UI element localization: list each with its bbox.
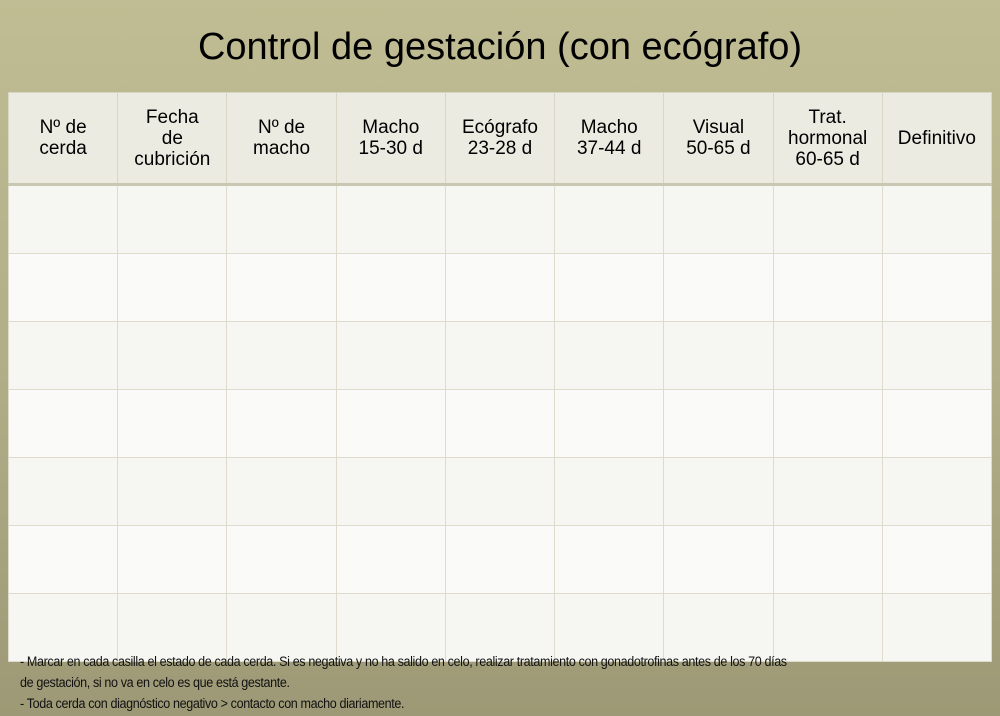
table-cell[interactable]: [881, 457, 993, 526]
table-cell[interactable]: [117, 253, 228, 322]
table-cell[interactable]: [335, 457, 446, 526]
table-cell[interactable]: [554, 593, 665, 662]
table-cell[interactable]: [117, 593, 228, 662]
table-cell[interactable]: [444, 525, 556, 594]
table-cell[interactable]: [117, 321, 228, 390]
column-header: Macho 15-30 d: [335, 92, 446, 185]
table-cell[interactable]: [663, 389, 774, 458]
table-cell[interactable]: [772, 184, 883, 254]
table-cell[interactable]: [444, 389, 556, 458]
table-cell[interactable]: [772, 321, 883, 390]
table-cell[interactable]: [444, 321, 556, 390]
column-header: Macho 37-44 d: [554, 92, 665, 185]
table-cell[interactable]: [554, 389, 665, 458]
column-header: Ecógrafo 23-28 d: [444, 92, 556, 185]
table-cell[interactable]: [663, 184, 774, 254]
table-row: [7, 253, 993, 322]
table-cell[interactable]: [554, 457, 665, 526]
table-cell[interactable]: [335, 184, 446, 254]
table-cell[interactable]: [226, 184, 337, 254]
table-row: [7, 593, 993, 662]
note-line: de gestación, si no va en celo es que es…: [20, 675, 290, 690]
table-cell[interactable]: [7, 525, 119, 594]
table-cell[interactable]: [226, 253, 337, 322]
table-cell[interactable]: [226, 389, 337, 458]
note-line: - Toda cerda con diagnóstico negativo > …: [20, 696, 405, 711]
header-row: Nº de cerda Fecha de cubrición Nº de macho…: [7, 92, 993, 185]
table-cell[interactable]: [772, 457, 883, 526]
table-cell[interactable]: [444, 253, 556, 322]
table-row: [7, 389, 993, 458]
table-row: [7, 321, 993, 390]
column-header: Nº de macho: [226, 92, 337, 185]
table-cell[interactable]: [226, 457, 337, 526]
table-cell[interactable]: [663, 253, 774, 322]
table-cell[interactable]: [7, 321, 119, 390]
table-cell[interactable]: [7, 593, 119, 662]
table-cell[interactable]: [117, 389, 228, 458]
table-cell[interactable]: [335, 593, 446, 662]
table-cell[interactable]: [554, 321, 665, 390]
table-cell[interactable]: [444, 593, 556, 662]
table-cell[interactable]: [335, 321, 446, 390]
table-cell[interactable]: [335, 389, 446, 458]
column-header: Fecha de cubrición: [117, 92, 228, 185]
table-cell[interactable]: [7, 389, 119, 458]
table-cell[interactable]: [881, 321, 993, 390]
table-cell[interactable]: [226, 525, 337, 594]
table-cell[interactable]: [117, 184, 228, 254]
table-cell[interactable]: [881, 593, 993, 662]
table-cell[interactable]: [663, 525, 774, 594]
table-cell[interactable]: [117, 525, 228, 594]
column-header: Nº de cerda: [7, 92, 119, 185]
table-cell[interactable]: [772, 253, 883, 322]
table-cell[interactable]: [663, 457, 774, 526]
page-title: Control de gestación (con ecógrafo): [197, 26, 803, 68]
table-cell[interactable]: [881, 389, 993, 458]
table-cell[interactable]: [226, 593, 337, 662]
column-header: Definitivo: [881, 92, 993, 185]
note-line: - Marcar en cada casilla el estado de ca…: [20, 654, 787, 669]
table-cell[interactable]: [663, 593, 774, 662]
table-row: [7, 525, 993, 594]
table-cell[interactable]: [772, 593, 883, 662]
table-cell[interactable]: [335, 253, 446, 322]
table-row: [7, 184, 993, 254]
table-cell[interactable]: [554, 184, 665, 254]
table-row: [7, 457, 993, 526]
table-cell[interactable]: [335, 525, 446, 594]
column-header: Trat. hormonal 60-65 d: [772, 92, 883, 185]
table-cell[interactable]: [772, 525, 883, 594]
column-header: Visual 50-65 d: [663, 92, 774, 185]
table-cell[interactable]: [554, 253, 665, 322]
table-cell[interactable]: [117, 457, 228, 526]
table-cell[interactable]: [881, 525, 993, 594]
table-cell[interactable]: [7, 184, 119, 254]
table-cell[interactable]: [444, 184, 556, 254]
table-cell[interactable]: [772, 389, 883, 458]
notes: - Marcar en cada casilla el estado de ca…: [20, 651, 990, 714]
gestation-table: Nº de cerda Fecha de cubrición Nº de macho…: [7, 92, 993, 662]
table-cell[interactable]: [226, 321, 337, 390]
table-cell[interactable]: [663, 321, 774, 390]
table-cell[interactable]: [7, 253, 119, 322]
table-cell[interactable]: [7, 457, 119, 526]
table-cell[interactable]: [444, 457, 556, 526]
table-cell[interactable]: [881, 184, 993, 254]
table-cell[interactable]: [554, 525, 665, 594]
table-cell[interactable]: [881, 253, 993, 322]
